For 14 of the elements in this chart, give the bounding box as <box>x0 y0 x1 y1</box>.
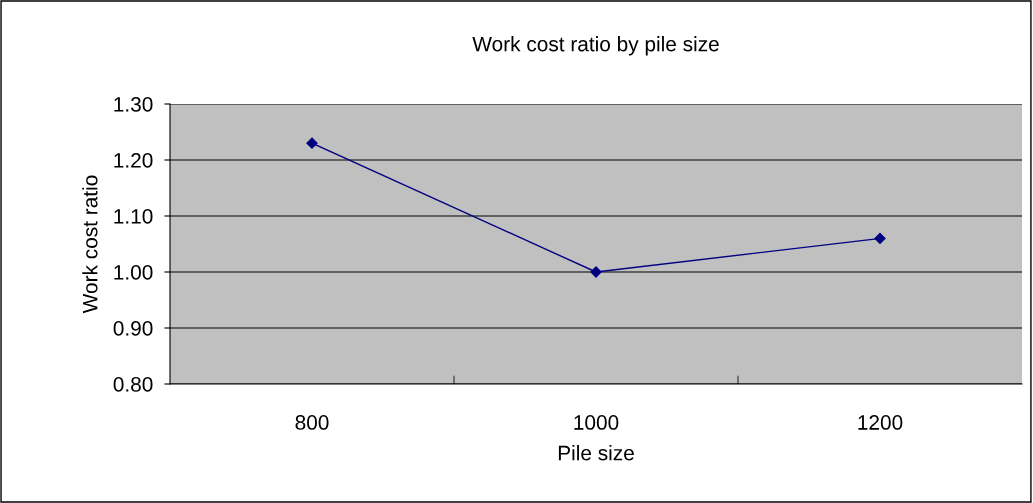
y-tick-label: 0.90 <box>113 321 153 336</box>
x-tick-label: 800 <box>295 415 329 430</box>
x-tick-label: 1000 <box>574 415 619 430</box>
x-axis-title: Pile size <box>558 445 634 461</box>
x-tick-label: 1200 <box>858 415 903 430</box>
y-tick-label: 0.80 <box>113 377 153 392</box>
y-tick-label: 1.20 <box>114 153 153 168</box>
y-tick-label: 1.30 <box>114 97 153 112</box>
point <box>874 232 886 245</box>
point <box>306 137 318 149</box>
chart-title: Work cost ratio by pile size <box>472 36 719 56</box>
y-tick-label: 1.00 <box>114 265 153 280</box>
y-tick-label: 1.10 <box>114 209 153 224</box>
y-axis-title: Work cost ratio <box>82 175 98 314</box>
